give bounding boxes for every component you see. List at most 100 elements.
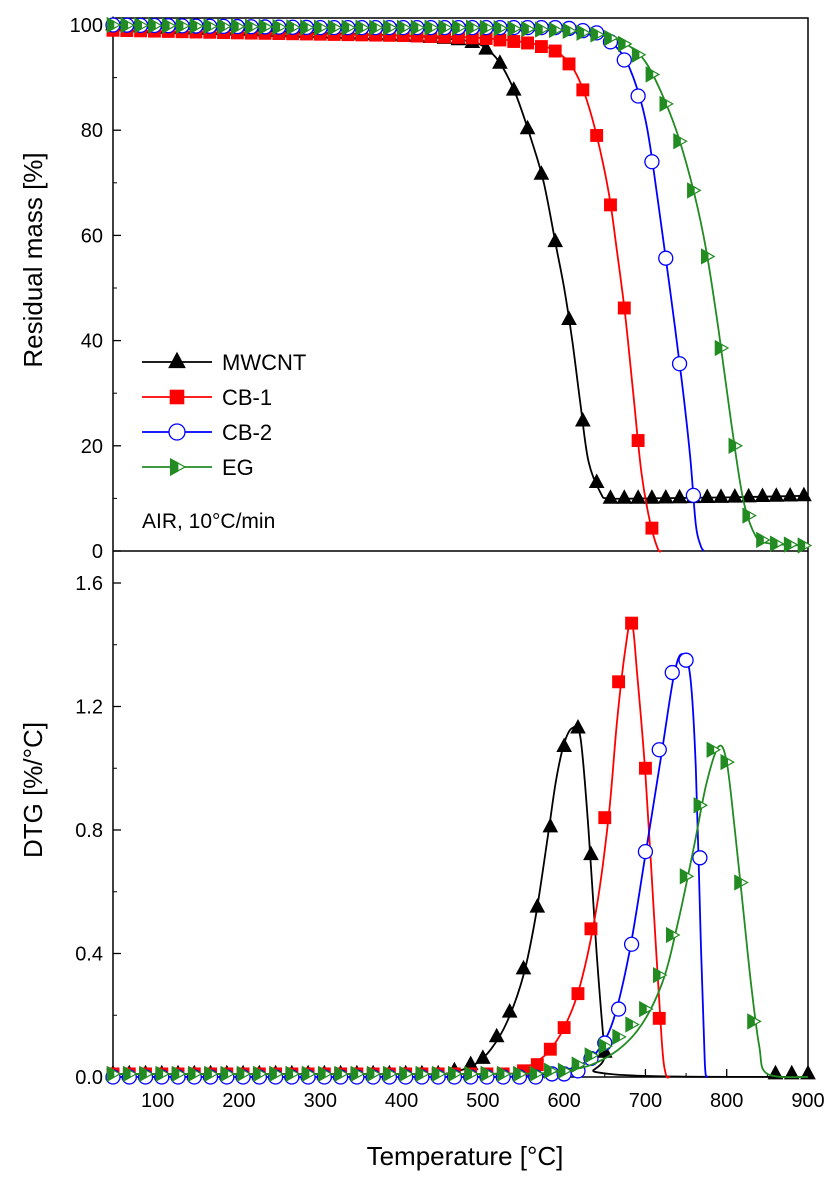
marker-cb-1-dtg-28 [557, 1021, 571, 1035]
line-cb-2-mass [112, 24, 705, 552]
marker-eg-mass-25 [452, 19, 467, 36]
marker-mwcnt-mass-38 [630, 489, 646, 504]
marker-eg-mass-50 [797, 537, 813, 554]
marker-eg-mass-13 [286, 19, 301, 36]
marker-cb-1-mass-39 [645, 521, 659, 535]
y-axis-title-dtg: DTG [%/°C] [18, 722, 48, 858]
marker-eg-mass-1 [120, 17, 136, 34]
marker-mwcnt-mass-49 [782, 487, 798, 502]
legend-marker-mwcnt [168, 351, 186, 369]
marker-mwcnt-dtg-26 [515, 959, 532, 975]
marker-eg-dtg-19 [415, 1065, 431, 1082]
x-tick-label-6: 700 [629, 1090, 662, 1112]
marker-cb-2-mass-40 [658, 250, 674, 266]
marker-cb-1-mass-35 [590, 129, 604, 142]
marker-eg-mass-22 [410, 19, 426, 36]
marker-mwcnt-mass-35 [588, 473, 605, 489]
marker-eg-mass-7 [203, 18, 218, 35]
marker-eg-mass-2 [134, 17, 149, 34]
marker-eg-mass-36 [604, 29, 619, 46]
x-tick-label-1: 200 [222, 1090, 255, 1112]
marker-eg-dtg-32 [612, 1028, 627, 1045]
marker-eg-dtg-1 [123, 1065, 138, 1082]
marker-eg-mass-18 [355, 19, 370, 36]
marker-cb-2-dtg-37 [678, 652, 694, 668]
marker-cb-2-mass-42 [685, 487, 702, 504]
marker-eg-mass-0 [106, 16, 122, 34]
x-tick-label-0: 100 [141, 1090, 174, 1112]
marker-eg-mass-28 [493, 20, 509, 37]
marker-eg-mass-49 [783, 536, 799, 553]
marker-cb-1-dtg-30 [584, 922, 598, 936]
marker-mwcnt-mass-39 [644, 489, 660, 504]
series-eg-dtg [106, 741, 809, 1082]
marker-eg-mass-43 [701, 248, 716, 265]
marker-eg-dtg-40 [720, 754, 735, 771]
marker-cb-1-mass-33 [562, 57, 576, 71]
marker-eg-dtg-33 [625, 1016, 640, 1033]
x-tick-label-7: 800 [710, 1090, 743, 1112]
y-top-tick-label-4: 80 [81, 120, 103, 142]
marker-eg-mass-26 [466, 19, 481, 36]
marker-cb-1-mass-34 [576, 83, 590, 97]
marker-eg-dtg-6 [204, 1065, 219, 1082]
marker-eg-dtg-27 [544, 1062, 559, 1079]
marker-eg-dtg-36 [666, 926, 681, 943]
plot-frame [112, 17, 809, 1078]
marker-cb-1-mass-30 [521, 36, 535, 50]
marker-eg-dtg-16 [366, 1065, 382, 1082]
legend-item-cb-2: CB-2 [142, 420, 272, 445]
marker-mwcnt-mass-34 [574, 411, 591, 427]
marker-cb-2-dtg-38 [692, 850, 708, 866]
marker-mwcnt-dtg-25 [501, 1003, 518, 1018]
marker-eg-dtg-39 [706, 741, 722, 758]
marker-eg-mass-37 [618, 35, 633, 52]
marker-eg-dtg-2 [139, 1065, 154, 1082]
marker-eg-dtg-23 [480, 1065, 496, 1082]
marker-eg-mass-15 [314, 19, 329, 36]
marker-eg-mass-9 [231, 18, 246, 35]
marker-eg-mass-39 [645, 66, 661, 83]
legend-marker-cb-2 [168, 423, 186, 441]
y-top-tick-label-2: 40 [81, 331, 103, 353]
marker-mwcnt-mass-50 [796, 486, 812, 502]
legend-item-mwcnt: MWCNT [142, 350, 306, 375]
series-eg-mass [106, 16, 813, 554]
marker-eg-mass-16 [327, 19, 343, 36]
marker-eg-dtg-31 [598, 1038, 614, 1055]
line-eg-mass [112, 24, 809, 547]
marker-cb-2-dtg-32 [610, 1001, 627, 1017]
marker-cb-2-dtg-35 [651, 742, 667, 758]
marker-eg-mass-35 [590, 26, 605, 43]
series-cb-1-dtg [106, 616, 671, 1081]
marker-cb-2-dtg-34 [637, 843, 654, 860]
marker-cb-1-dtg-35 [652, 1011, 666, 1025]
marker-eg-dtg-38 [693, 797, 709, 814]
marker-mwcnt-mass-29 [505, 81, 522, 96]
marker-eg-dtg-17 [383, 1065, 398, 1082]
x-tick-label-8: 900 [791, 1090, 824, 1112]
marker-eg-dtg-5 [188, 1065, 203, 1082]
marker-mwcnt-dtg-29 [556, 737, 572, 753]
marker-eg-dtg-9 [253, 1065, 268, 1082]
marker-mwcnt-mass-31 [533, 165, 550, 180]
marker-cb-1-dtg-34 [638, 761, 652, 775]
frame-border [112, 17, 809, 1078]
marker-cb-2-mass-38 [630, 88, 646, 104]
x-tick-label-4: 500 [466, 1090, 499, 1112]
marker-eg-mass-12 [272, 19, 288, 36]
y-top-tick-label-5: 100 [70, 15, 103, 37]
marker-eg-dtg-4 [171, 1065, 187, 1082]
marker-mwcnt-mass-43 [699, 488, 716, 504]
marker-eg-mass-42 [687, 182, 702, 199]
marker-eg-mass-32 [548, 21, 564, 38]
marker-eg-dtg-0 [106, 1065, 122, 1082]
y-bottom-tick-label-2: 0.8 [75, 820, 103, 842]
marker-eg-mass-23 [424, 19, 440, 36]
x-axis-title-temperature: Temperature [°C] [367, 1141, 564, 1171]
marker-eg-mass-40 [659, 95, 674, 112]
marker-cb-2-dtg-33 [623, 936, 640, 952]
marker-cb-2-mass-41 [671, 356, 688, 372]
legend-marker-eg [170, 457, 187, 477]
